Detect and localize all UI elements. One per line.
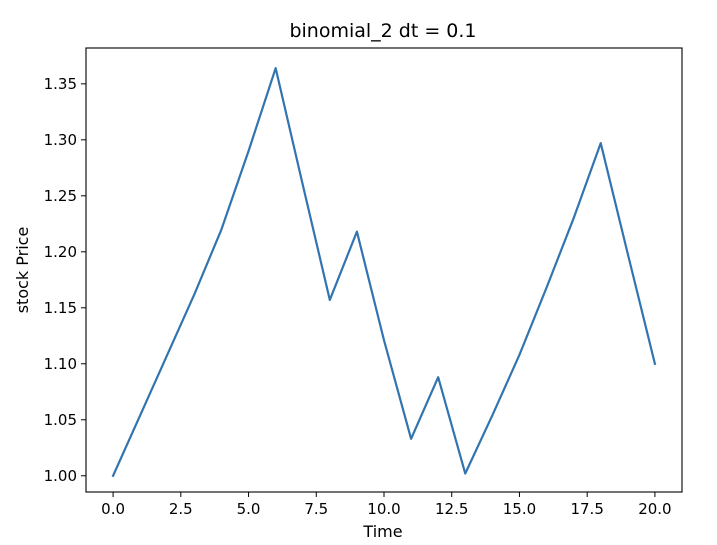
x-tick-label: 12.5 bbox=[435, 500, 468, 518]
plot-area bbox=[85, 47, 683, 493]
y-tick-label: 1.25 bbox=[44, 187, 77, 205]
y-tick-label: 1.15 bbox=[44, 299, 77, 317]
x-tick-label: 0.0 bbox=[101, 500, 125, 518]
x-tick-label: 17.5 bbox=[570, 500, 603, 518]
y-tick-label: 1.10 bbox=[44, 355, 77, 373]
x-axis-label: Time bbox=[362, 522, 402, 541]
x-tick-label: 10.0 bbox=[367, 500, 400, 518]
y-tick-label: 1.30 bbox=[44, 131, 77, 149]
x-tick-label: 20.0 bbox=[638, 500, 671, 518]
x-axis: 0.0 2.5 5.0 7.5 10.0 12.5 15.0 17.5 20.0 bbox=[101, 492, 672, 518]
y-tick-label: 1.00 bbox=[44, 467, 77, 485]
plot-frame bbox=[85, 47, 683, 493]
x-tick-label: 5.0 bbox=[237, 500, 261, 518]
y-tick-label: 1.35 bbox=[44, 75, 77, 93]
y-tick-label: 1.20 bbox=[44, 243, 77, 261]
x-tick-label: 7.5 bbox=[304, 500, 328, 518]
chart-title: binomial_2 dt = 0.1 bbox=[289, 20, 476, 42]
x-tick-label: 15.0 bbox=[503, 500, 536, 518]
x-tick-label: 2.5 bbox=[169, 500, 193, 518]
y-tick-label: 1.05 bbox=[44, 411, 77, 429]
y-axis-label: stock Price bbox=[13, 227, 32, 314]
y-axis: 1.00 1.05 1.10 1.15 1.20 1.25 1.30 1.35 bbox=[44, 75, 86, 485]
series-line-0 bbox=[111, 67, 657, 478]
